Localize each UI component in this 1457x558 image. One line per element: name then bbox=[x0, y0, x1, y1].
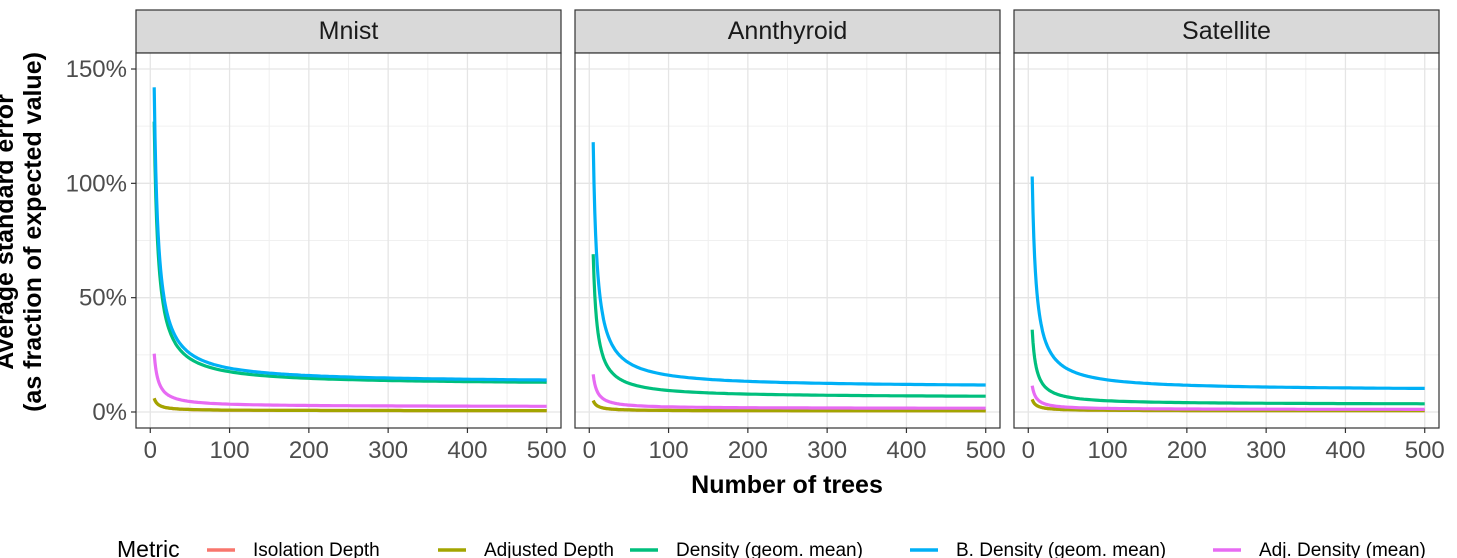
panel-title: Annthyroid bbox=[728, 17, 848, 45]
series-lines bbox=[591, 142, 986, 413]
series-line-density-geom-mean bbox=[152, 121, 547, 384]
series-line-b-density-geom-mean bbox=[152, 87, 547, 382]
x-axis-ticks: 0 100 200 300 400 500 bbox=[1022, 428, 1445, 464]
x-tick-label: 0 bbox=[144, 437, 157, 464]
y-tick-label: 100% bbox=[66, 170, 127, 197]
legend-label: B. Density (geom. mean) bbox=[956, 540, 1166, 558]
series-line-adj-density-mean bbox=[1030, 385, 1425, 411]
legend-item: Adjusted Depth bbox=[438, 540, 614, 558]
y-tick-label: 150% bbox=[66, 56, 127, 83]
panel-border bbox=[1013, 52, 1440, 429]
series-line-adj-density-mean bbox=[152, 353, 547, 408]
x-tick-label: 100 bbox=[210, 437, 250, 464]
series-line-density-geom-mean bbox=[1030, 329, 1425, 406]
x-tick-label: 200 bbox=[289, 437, 329, 464]
y-axis-title: Average standard error (as fraction of e… bbox=[0, 52, 47, 412]
chart-panels: Mnist 0 100 200 300 400 500 0% 50% 100% 150% Annthy… bbox=[66, 9, 1445, 464]
panel-satellite: Satellite 0 100 200 300 400 500 bbox=[1013, 9, 1445, 464]
series-line-density-geom-mean bbox=[591, 254, 986, 398]
x-tick-label: 400 bbox=[447, 437, 487, 464]
legend-label: Adj. Density (mean) bbox=[1259, 540, 1426, 558]
panel-title: Mnist bbox=[319, 17, 379, 45]
x-tick-label: 200 bbox=[728, 437, 768, 464]
panel-border bbox=[135, 52, 562, 429]
x-tick-label: 500 bbox=[527, 437, 567, 464]
legend-label: Density (geom. mean) bbox=[676, 540, 863, 558]
y-axis-title-line1: Average standard error bbox=[0, 94, 19, 370]
y-tick-label: 0% bbox=[92, 399, 127, 426]
x-tick-label: 300 bbox=[1246, 437, 1286, 464]
panel-annthyroid: Annthyroid 0 100 200 300 400 500 bbox=[574, 9, 1006, 464]
panel-border bbox=[574, 52, 1001, 429]
x-tick-label: 100 bbox=[1088, 437, 1128, 464]
panel-mnist: Mnist 0 100 200 300 400 500 0% 50% 100% 150% bbox=[66, 9, 567, 464]
y-tick-label: 50% bbox=[79, 285, 127, 312]
x-tick-label: 400 bbox=[1325, 437, 1365, 464]
y-axis-ticks: 0% 50% 100% 150% bbox=[66, 56, 136, 426]
grid-lines bbox=[1014, 53, 1439, 428]
legend: Metric Isolation Depth Adjusted Depth Densi… bbox=[117, 536, 1426, 558]
x-tick-label: 500 bbox=[1405, 437, 1445, 464]
series-lines bbox=[1030, 176, 1425, 413]
series-lines bbox=[152, 87, 547, 413]
legend-label: Adjusted Depth bbox=[484, 540, 614, 558]
panel-title: Satellite bbox=[1182, 17, 1271, 45]
x-tick-label: 200 bbox=[1167, 437, 1207, 464]
legend-item: Adj. Density (mean) bbox=[1213, 540, 1426, 558]
legend-title: Metric bbox=[117, 536, 180, 558]
x-tick-label: 300 bbox=[368, 437, 408, 464]
series-line-adj-density-mean bbox=[591, 374, 986, 410]
legend-item: Isolation Depth bbox=[207, 540, 380, 558]
x-axis-ticks: 0 100 200 300 400 500 bbox=[583, 428, 1006, 464]
series-line-b-density-geom-mean bbox=[1030, 176, 1425, 390]
legend-item: Density (geom. mean) bbox=[630, 540, 863, 558]
x-axis-ticks: 0 100 200 300 400 500 bbox=[144, 428, 567, 464]
legend-label: Isolation Depth bbox=[253, 540, 380, 558]
series-line-adjusted-depth bbox=[591, 399, 986, 413]
series-line-adjusted-depth bbox=[152, 397, 547, 413]
panel-strip bbox=[135, 9, 562, 54]
x-tick-label: 300 bbox=[807, 437, 847, 464]
x-axis-title: Number of trees bbox=[691, 471, 883, 499]
series-line-b-density-geom-mean bbox=[591, 142, 986, 387]
x-tick-label: 500 bbox=[966, 437, 1006, 464]
x-tick-label: 100 bbox=[649, 437, 689, 464]
x-tick-label: 0 bbox=[583, 437, 596, 464]
legend-item: B. Density (geom. mean) bbox=[910, 540, 1166, 558]
grid-lines bbox=[575, 53, 1000, 428]
x-tick-label: 0 bbox=[1022, 437, 1035, 464]
x-tick-label: 400 bbox=[886, 437, 926, 464]
y-axis-title-line2: (as fraction of expected value) bbox=[19, 52, 47, 412]
